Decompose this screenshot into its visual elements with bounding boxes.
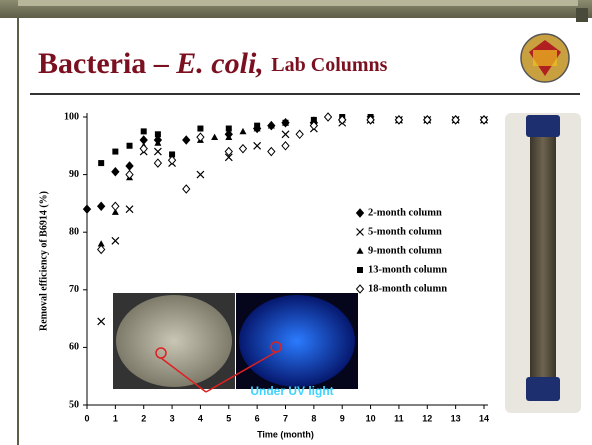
legend-label: 5-month column: [368, 226, 442, 237]
x-tick-label: 6: [255, 413, 260, 423]
corner-square: [576, 8, 588, 22]
title-small: Lab Columns: [271, 54, 387, 76]
point: [169, 151, 176, 158]
x-tick-label: 11: [394, 413, 404, 423]
y-tick-label: 50: [69, 399, 79, 410]
point: [253, 141, 262, 150]
point: [225, 133, 233, 140]
point: [111, 208, 119, 215]
point: [323, 112, 333, 122]
point: [125, 169, 134, 180]
point: [97, 244, 106, 255]
point: [295, 129, 304, 140]
point: [140, 128, 147, 135]
x-tick-label: 8: [311, 413, 316, 423]
x-tick-label: 5: [226, 413, 231, 423]
legend-label: 13-month column: [368, 264, 447, 275]
point: [309, 120, 319, 131]
title-main: Bacteria –: [38, 47, 170, 80]
point: [394, 115, 404, 125]
point: [281, 141, 290, 151]
legend-marker: [357, 267, 363, 273]
point: [111, 166, 120, 177]
point: [451, 115, 460, 125]
point: [282, 119, 289, 126]
x-tick-label: 7: [283, 413, 288, 423]
point: [197, 125, 204, 132]
point: [153, 158, 163, 168]
point: [153, 147, 162, 156]
x-tick-label: 1: [113, 413, 118, 423]
y-tick-label: 100: [64, 111, 79, 122]
y-axis-label: Removal efficiency of B6914 (%): [38, 191, 49, 331]
point: [125, 205, 134, 214]
photo-caption: Under UV light: [250, 384, 333, 398]
x-tick-label: 12: [422, 413, 432, 423]
point: [154, 131, 161, 138]
x-axis-label: Time (month): [257, 429, 314, 439]
point: [224, 146, 233, 157]
point: [196, 132, 205, 142]
point: [267, 122, 275, 129]
point: [239, 127, 247, 135]
point: [98, 160, 105, 167]
point: [112, 148, 119, 155]
point: [366, 115, 375, 125]
point: [154, 139, 162, 146]
x-tick-label: 9: [340, 413, 345, 423]
legend-marker: [356, 247, 364, 254]
point: [196, 170, 205, 179]
top-bar-highlight: [18, 0, 578, 6]
point: [182, 184, 191, 194]
legend-marker: [355, 284, 365, 294]
legend-marker: [356, 228, 364, 236]
legend-marker: [355, 208, 365, 218]
legend-label: 9-month column: [368, 245, 442, 256]
point: [238, 143, 248, 154]
x-tick-label: 2: [141, 413, 146, 423]
point: [479, 115, 489, 125]
point: [281, 130, 290, 139]
column-photo: [505, 113, 581, 413]
x-tick-label: 3: [170, 413, 175, 423]
point: [310, 116, 317, 123]
y-tick-label: 90: [69, 169, 79, 180]
x-tick-label: 14: [479, 413, 489, 423]
point: [97, 317, 106, 326]
point: [97, 201, 106, 212]
point: [126, 142, 133, 149]
point: [111, 201, 120, 212]
point: [224, 153, 233, 162]
x-tick-label: 0: [84, 413, 89, 423]
y-tick-label: 60: [69, 342, 79, 353]
legend-label: 2-month column: [368, 207, 442, 218]
point: [211, 133, 219, 140]
point: [254, 122, 261, 129]
y-tick-label: 70: [69, 284, 79, 295]
x-tick-label: 10: [366, 413, 376, 423]
point: [97, 240, 105, 247]
point: [225, 125, 232, 132]
photos: [113, 293, 358, 393]
x-tick-label: 13: [451, 413, 461, 423]
point: [167, 155, 177, 165]
legend-label: 18-month column: [368, 283, 447, 294]
point: [182, 135, 191, 145]
x-tick-label: 4: [198, 413, 203, 423]
point: [267, 146, 276, 157]
y-tick-label: 80: [69, 226, 79, 237]
point: [139, 143, 148, 154]
point: [82, 204, 92, 214]
point: [111, 236, 120, 245]
title-italic: E. coli,: [175, 47, 264, 80]
point: [338, 115, 347, 125]
point: [423, 115, 432, 125]
slide-title: Bacteria – E. coli, Lab Columns: [38, 47, 388, 80]
logo: [520, 33, 570, 83]
